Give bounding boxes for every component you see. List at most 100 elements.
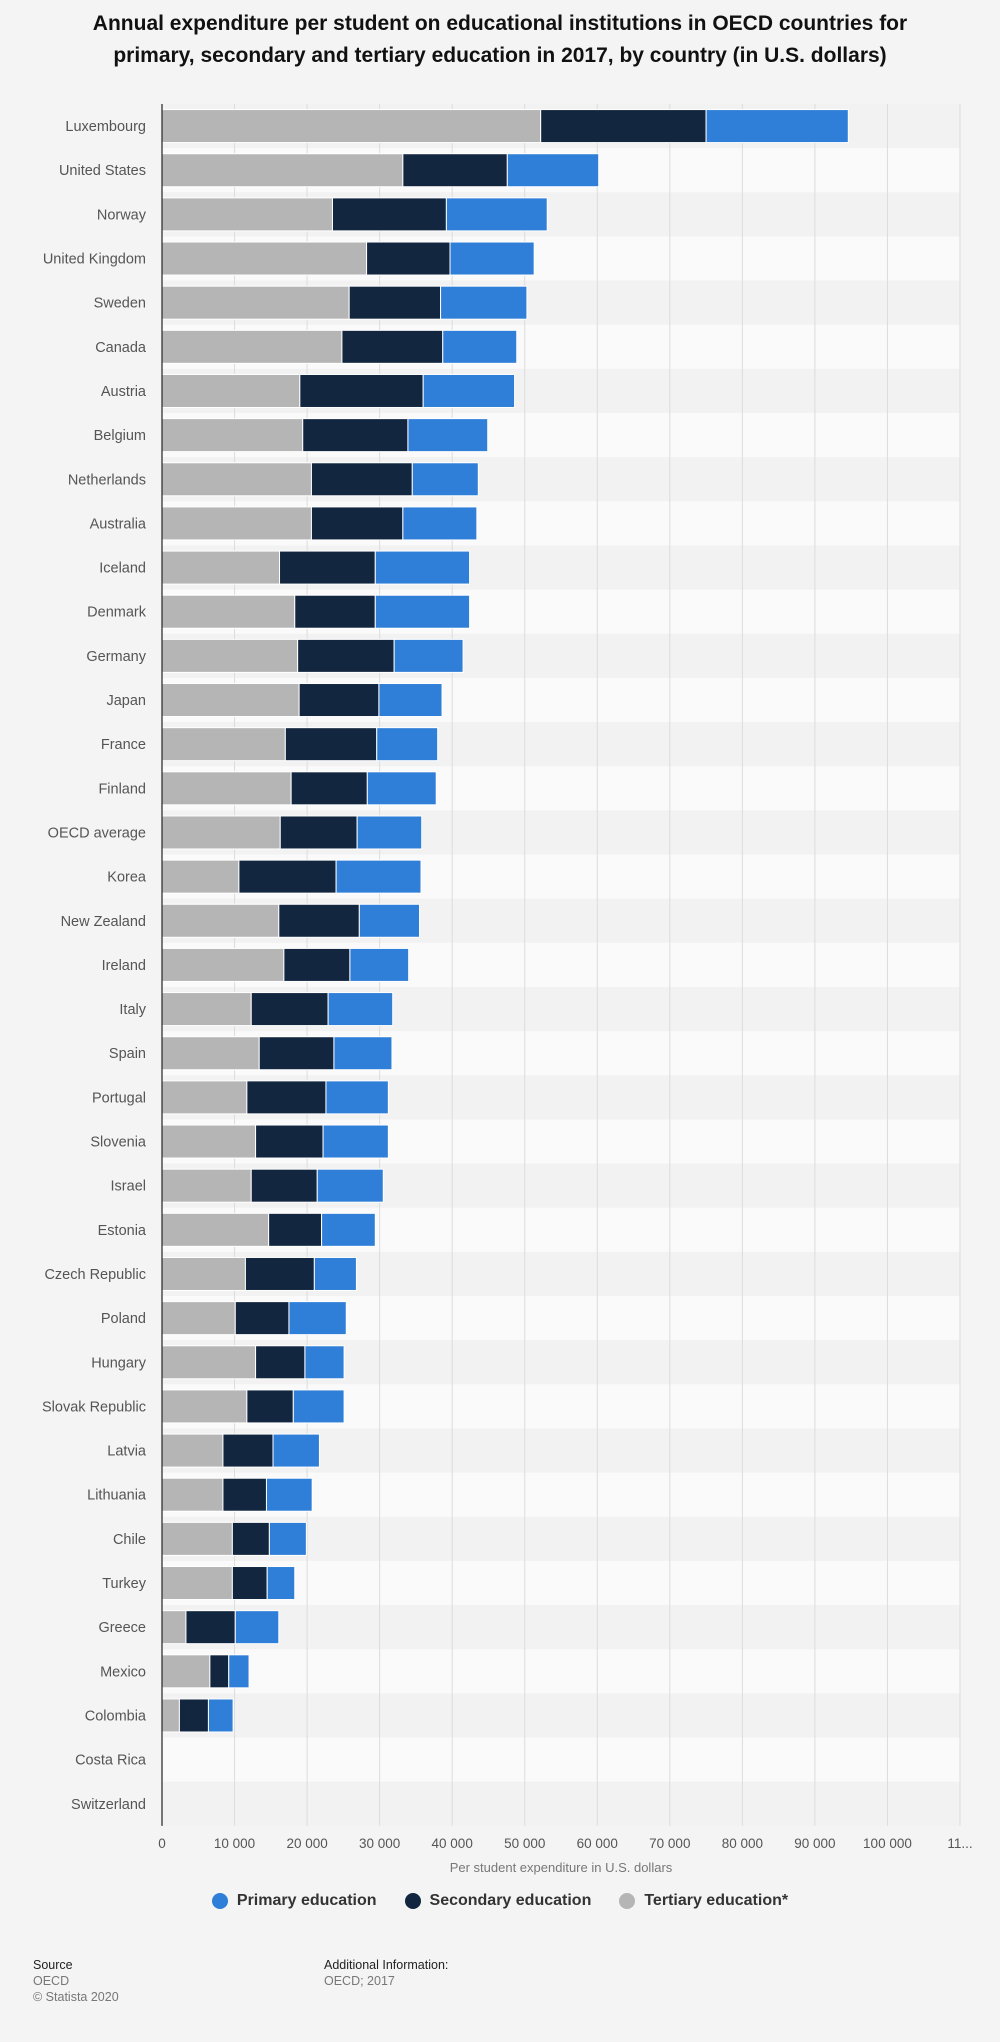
bar-tertiary: [161, 903, 280, 938]
bar-tertiary: [161, 1256, 246, 1291]
bar-tertiary: [161, 506, 312, 541]
category-label: Australia: [90, 516, 147, 532]
bar-primary: [445, 197, 548, 232]
bar-tertiary: [161, 1521, 233, 1556]
legend-label-primary: Primary education: [236, 1892, 377, 1909]
bar-tertiary: [161, 373, 301, 408]
bar-primary: [313, 1256, 357, 1291]
bar-primary: [333, 1036, 393, 1071]
bar-primary: [440, 285, 528, 320]
chart-legend: Primary education Secondary education Te…: [0, 1892, 1000, 1910]
legend-item-primary[interactable]: Primary education: [211, 1892, 377, 1910]
category-label: Colombia: [85, 1708, 147, 1724]
bar-secondary: [244, 1256, 315, 1291]
bar-tertiary: [161, 992, 252, 1027]
bar-secondary: [366, 241, 451, 276]
bar-primary: [422, 373, 516, 408]
bar-tertiary: [161, 418, 304, 453]
bar-secondary: [341, 329, 444, 364]
bar-secondary: [290, 771, 368, 806]
category-label: Chile: [113, 1532, 146, 1548]
bar-tertiary: [161, 153, 404, 188]
category-label: United States: [59, 163, 146, 179]
x-tick-label: 50 000: [504, 1836, 545, 1851]
category-label: Finland: [98, 781, 146, 797]
category-label: Luxembourg: [65, 119, 146, 135]
category-label: Mexico: [100, 1664, 146, 1680]
bar-tertiary: [161, 859, 240, 894]
category-label: Spain: [109, 1046, 146, 1062]
category-label: Costa Rica: [75, 1753, 147, 1769]
bar-primary: [316, 1168, 384, 1203]
category-label: Lithuania: [87, 1488, 147, 1504]
bar-secondary: [185, 1610, 236, 1645]
bar-primary: [288, 1301, 347, 1336]
x-axis-title: Per student expenditure in U.S. dollars: [450, 1860, 673, 1875]
category-label: Canada: [95, 340, 147, 356]
info-heading: Additional Information:: [324, 1958, 449, 1972]
bar-tertiary: [161, 550, 281, 585]
category-label: Norway: [97, 207, 147, 223]
bar-secondary: [246, 1389, 294, 1424]
category-label: Latvia: [107, 1444, 147, 1460]
bar-secondary: [283, 947, 351, 982]
bar-primary: [327, 992, 394, 1027]
bar-tertiary: [161, 109, 542, 144]
category-label: New Zealand: [61, 914, 146, 930]
bar-secondary: [279, 550, 376, 585]
x-tick-label: 60 000: [577, 1836, 618, 1851]
bar-secondary: [348, 285, 442, 320]
source-heading: Source: [33, 1958, 73, 1972]
bar-secondary: [209, 1654, 230, 1689]
bar-primary: [266, 1566, 296, 1601]
category-label: Slovenia: [90, 1135, 147, 1151]
x-tick-label: 10 000: [214, 1836, 255, 1851]
bar-primary: [292, 1389, 345, 1424]
bar-secondary: [297, 638, 395, 673]
legend-swatch-secondary: [404, 1893, 421, 1909]
bar-primary: [411, 462, 479, 497]
legend-item-tertiary[interactable]: Tertiary education*: [619, 1892, 788, 1910]
bar-primary: [335, 859, 422, 894]
category-label: Iceland: [99, 561, 146, 577]
bar-secondary: [255, 1345, 306, 1380]
category-label: France: [101, 737, 146, 753]
category-label: Austria: [101, 384, 147, 400]
source-name[interactable]: OECD: [33, 1974, 70, 1988]
bar-tertiary: [161, 1124, 257, 1159]
bar-tertiary: [161, 462, 312, 497]
bar-secondary: [402, 153, 508, 188]
bar-tertiary: [161, 285, 350, 320]
bar-tertiary: [161, 683, 300, 718]
bar-tertiary: [161, 594, 296, 629]
category-label: United Kingdom: [43, 252, 146, 268]
bar-secondary: [255, 1124, 324, 1159]
bar-primary: [393, 638, 464, 673]
bar-tertiary: [161, 1610, 187, 1645]
x-tick-label: 100 000: [863, 1836, 912, 1851]
bar-secondary: [279, 815, 358, 850]
bar-primary: [265, 1477, 313, 1512]
category-label: Japan: [106, 693, 146, 709]
category-label: Belgium: [94, 428, 146, 444]
category-label: Netherlands: [68, 472, 146, 488]
bar-tertiary: [161, 1036, 260, 1071]
category-label: Ireland: [102, 958, 146, 974]
bar-tertiary: [161, 1477, 224, 1512]
bar-primary: [705, 109, 849, 144]
bar-primary: [322, 1124, 389, 1159]
bar-tertiary: [161, 1654, 211, 1689]
bar-tertiary: [161, 771, 292, 806]
category-label: Czech Republic: [44, 1267, 146, 1283]
legend-item-secondary[interactable]: Secondary education: [404, 1892, 591, 1910]
bar-primary: [402, 506, 478, 541]
legend-swatch-tertiary: [619, 1893, 636, 1909]
category-label: Germany: [86, 649, 146, 665]
x-tick-label: 80 000: [722, 1836, 763, 1851]
category-label: Turkey: [102, 1576, 147, 1592]
category-label: Portugal: [92, 1090, 146, 1106]
legend-swatch-primary: [211, 1893, 228, 1909]
footer-additional-info: Additional Information: OECD; 2017: [324, 1957, 448, 1989]
bar-secondary: [178, 1698, 209, 1733]
bar-tertiary: [161, 1389, 248, 1424]
